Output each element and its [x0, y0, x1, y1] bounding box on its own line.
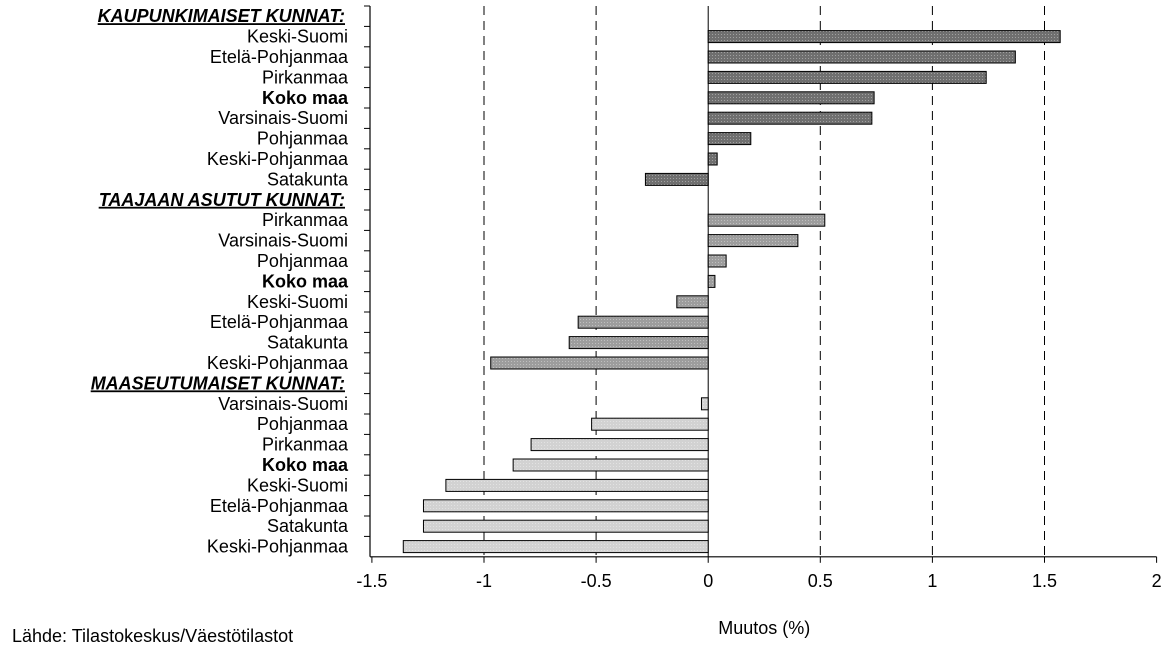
bar [530, 438, 709, 452]
bar [707, 70, 987, 84]
category-label: Varsinais-Suomi [218, 231, 348, 251]
x-tick-label: 1 [927, 571, 937, 591]
bar [577, 315, 709, 329]
category-label: Pohjanmaa [257, 251, 349, 271]
bar [490, 356, 709, 370]
category-label: Pohjanmaa [257, 129, 349, 149]
group-title: MAASEUTUMAISET KUNNAT: [91, 373, 345, 393]
bar [422, 519, 709, 533]
category-label: Pirkanmaa [262, 67, 349, 87]
x-tick-label: -1 [476, 571, 492, 591]
bar [707, 30, 1061, 44]
category-label: Pirkanmaa [262, 435, 349, 455]
x-tick-label: -0.5 [581, 571, 612, 591]
bar [707, 132, 752, 146]
bar [707, 50, 1016, 64]
category-label: Etelä-Pohjanmaa [210, 312, 349, 332]
category-label: Keski-Pohjanmaa [207, 537, 349, 557]
category-label: Etelä-Pohjanmaa [210, 496, 349, 516]
bar [568, 336, 709, 350]
source-note: Lähde: Tilastokeskus/Väestötilastot [12, 626, 294, 646]
bar [422, 499, 709, 513]
category-label: Koko maa [262, 88, 349, 108]
x-axis-title: Muutos (%) [718, 618, 810, 638]
category-label: Etelä-Pohjanmaa [210, 47, 349, 67]
bar [707, 274, 716, 288]
bar [591, 417, 709, 431]
x-tick-label: 2 [1152, 571, 1162, 591]
bar [707, 111, 873, 125]
x-tick-label: 1.5 [1032, 571, 1057, 591]
category-label: Satakunta [267, 333, 349, 353]
category-label: Keski-Suomi [247, 475, 348, 495]
category-label: Keski-Pohjanmaa [207, 353, 349, 373]
bar [707, 254, 727, 268]
x-tick-label: -1.5 [356, 571, 387, 591]
x-tick-label: 0.5 [808, 571, 833, 591]
bar [707, 152, 718, 166]
category-label: Keski-Suomi [247, 292, 348, 312]
category-label: Koko maa [262, 455, 349, 475]
category-label: Pirkanmaa [262, 210, 349, 230]
bar [707, 213, 826, 227]
bar [644, 172, 709, 186]
bar [700, 397, 709, 411]
bar [707, 234, 799, 248]
category-label: Keski-Pohjanmaa [207, 149, 349, 169]
category-label: Varsinais-Suomi [218, 394, 348, 414]
bar [676, 295, 709, 309]
bar [445, 478, 709, 492]
bar [402, 540, 709, 554]
group-title: TAAJAAN ASUTUT KUNNAT: [99, 190, 345, 210]
group-title: KAUPUNKIMAISET KUNNAT: [98, 6, 345, 26]
category-label: Satakunta [267, 169, 349, 189]
category-label: Pohjanmaa [257, 414, 349, 434]
category-label: Koko maa [262, 271, 349, 291]
bar [707, 91, 875, 105]
bar [512, 458, 709, 472]
category-label: Varsinais-Suomi [218, 108, 348, 128]
category-label: Keski-Suomi [247, 27, 348, 47]
category-label: Satakunta [267, 516, 349, 536]
x-tick-label: 0 [703, 571, 713, 591]
